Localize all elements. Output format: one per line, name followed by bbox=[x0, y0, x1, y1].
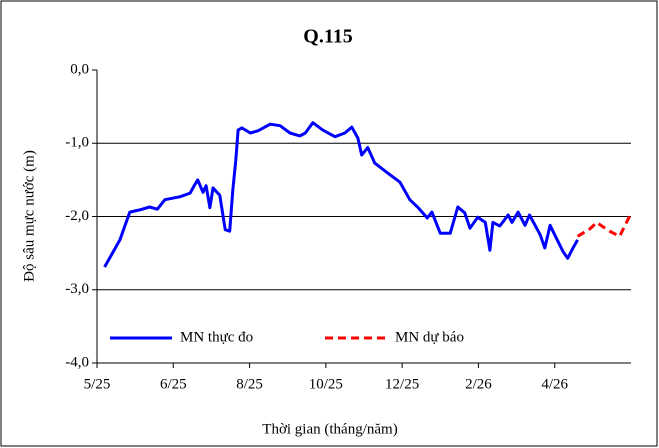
y-tick-label: -3,0 bbox=[65, 281, 89, 297]
x-axis-label: Thời gian (tháng/năm) bbox=[262, 421, 397, 437]
x-tick-label: 5/25 bbox=[84, 376, 111, 392]
x-tick-label: 8/25 bbox=[236, 376, 263, 392]
chart-title: Q.115 bbox=[303, 26, 352, 48]
x-tick-label: 10/25 bbox=[309, 376, 343, 392]
x-tick-label: 4/26 bbox=[541, 376, 568, 392]
series-line bbox=[103, 121, 579, 268]
series-line bbox=[576, 214, 632, 238]
y-tick-label: 0,0 bbox=[70, 61, 89, 77]
y-tick-label: -1,0 bbox=[65, 135, 89, 151]
legend-label: MN thực đo bbox=[180, 329, 253, 345]
y-tick-label: -2,0 bbox=[65, 208, 89, 224]
legend-label: MN dự báo bbox=[395, 329, 464, 345]
y-axis-label: Độ sâu mực nước (m) bbox=[21, 150, 37, 282]
y-tick-label: -4,0 bbox=[65, 354, 89, 370]
x-tick-label: 12/25 bbox=[385, 376, 419, 392]
x-tick-label: 2/26 bbox=[465, 376, 492, 392]
x-tick-label: 6/25 bbox=[160, 376, 187, 392]
